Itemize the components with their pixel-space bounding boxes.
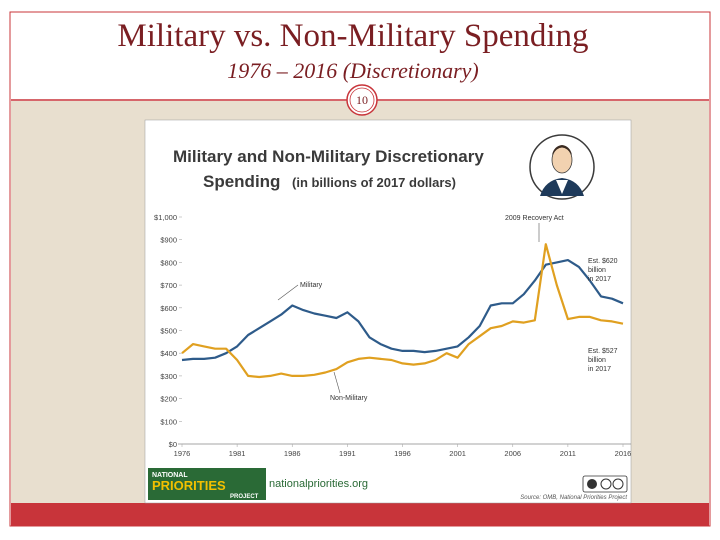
slide-title: Military vs. Non-Military Spending (117, 18, 588, 54)
logo-line: PRIORITIES (152, 478, 226, 493)
page-badge-ring (349, 87, 375, 113)
website: nationalpriorities.org (269, 478, 368, 490)
slide-subtitle: 1976 – 2016 (Discretionary) (227, 58, 479, 83)
page-badge (346, 84, 378, 116)
unit-note: (in billions of 2017 dollars) (292, 175, 456, 190)
chart-title: Military and Non-Military Discretionary (173, 147, 484, 166)
footer-logo: NATIONAL PRIORITIES PROJECT (148, 468, 266, 500)
y-tick-label: $500 (160, 327, 177, 336)
series-line (181, 243, 624, 379)
chart: Military and Non-Military Discretionary … (144, 119, 632, 504)
license-badge (582, 475, 628, 493)
x-tick-label: 2011 (560, 449, 576, 458)
footer-bar (11, 503, 709, 526)
x-tick-label: 1991 (339, 449, 356, 458)
annotation: billion (588, 357, 606, 364)
y-tick-label: $900 (160, 236, 177, 245)
chart-subtitle: Spending (203, 172, 280, 191)
y-tick-label: $600 (160, 304, 177, 313)
series-label: Military (300, 282, 323, 289)
annotation: Est. $527 (588, 348, 618, 355)
y-tick-label: $1,000 (154, 213, 177, 222)
x-tick-label: 1981 (229, 449, 246, 458)
annotation: in 2017 (588, 276, 611, 283)
annotation: billion (588, 267, 606, 274)
logo-line: PROJECT (230, 494, 259, 500)
x-tick-label: 2006 (504, 449, 521, 458)
page-number: 10 (356, 93, 368, 107)
logo-line: NATIONAL (152, 472, 188, 479)
y-tick-label: $200 (160, 395, 177, 404)
series-label: Non-Military (330, 395, 368, 402)
x-tick-label: 1976 (174, 449, 191, 458)
x-tick-label: 1986 (284, 449, 301, 458)
y-tick-label: $300 (160, 372, 177, 381)
annotation: 2009 Recovery Act (505, 215, 564, 222)
x-tick-label: 2016 (615, 449, 632, 458)
y-tick-label: $100 (160, 417, 177, 426)
series-line (181, 259, 624, 362)
annotation: Est. $620 (588, 258, 618, 265)
y-tick-label: $800 (160, 258, 177, 267)
portrait-icon (529, 134, 595, 200)
y-tick-label: $0 (169, 440, 177, 449)
y-tick-label: $700 (160, 281, 177, 290)
annotation: in 2017 (588, 366, 611, 373)
x-tick-label: 2001 (449, 449, 466, 458)
leader-line (277, 284, 299, 301)
leader-line (333, 371, 341, 394)
x-tick-label: 1996 (394, 449, 411, 458)
y-tick-label: $400 (160, 349, 177, 358)
source: Source: OMB, National Priorities Project (520, 495, 627, 501)
